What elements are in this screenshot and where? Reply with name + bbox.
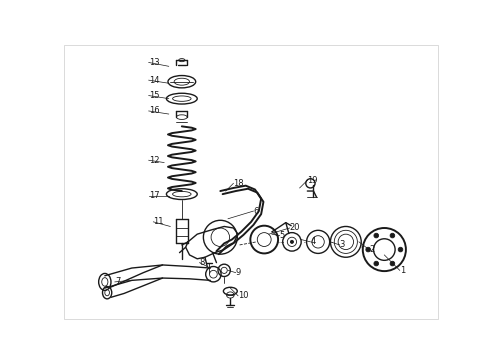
Circle shape bbox=[291, 240, 294, 243]
Text: 9: 9 bbox=[236, 268, 241, 277]
Circle shape bbox=[366, 247, 370, 252]
Text: 20: 20 bbox=[290, 224, 300, 233]
Text: 16: 16 bbox=[149, 107, 159, 116]
Text: 2: 2 bbox=[369, 245, 374, 254]
Text: 12: 12 bbox=[149, 156, 159, 165]
Text: 15: 15 bbox=[149, 91, 159, 100]
Circle shape bbox=[398, 247, 403, 252]
Text: 13: 13 bbox=[149, 58, 159, 67]
Text: 6: 6 bbox=[253, 207, 259, 216]
Text: 11: 11 bbox=[153, 217, 164, 226]
Circle shape bbox=[390, 233, 395, 238]
Text: 10: 10 bbox=[238, 291, 248, 300]
Circle shape bbox=[390, 261, 395, 266]
Text: 1: 1 bbox=[400, 266, 405, 275]
Text: 7: 7 bbox=[115, 278, 120, 287]
Text: 18: 18 bbox=[233, 179, 244, 188]
Text: 14: 14 bbox=[149, 76, 159, 85]
Circle shape bbox=[374, 261, 379, 266]
Text: 17: 17 bbox=[149, 191, 159, 200]
Text: 3: 3 bbox=[340, 240, 345, 249]
Text: 4: 4 bbox=[311, 237, 316, 246]
Text: 8: 8 bbox=[199, 258, 205, 267]
Text: 5: 5 bbox=[280, 231, 285, 240]
Text: 19: 19 bbox=[307, 176, 318, 185]
Circle shape bbox=[374, 233, 379, 238]
